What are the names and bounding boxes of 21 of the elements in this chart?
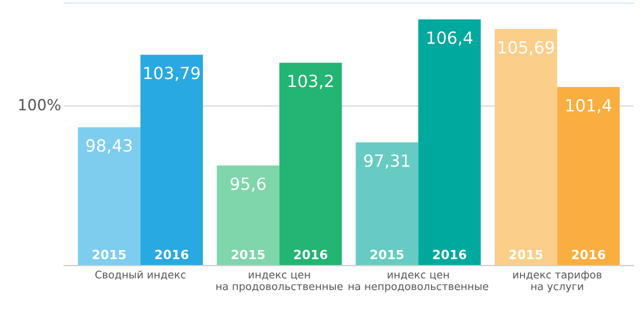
x-tick-label: индекс тарифов на услуги [513,270,602,292]
data-label: 105,69 [498,40,554,56]
text: 2016 [433,250,466,260]
data-label: 95,6 [230,177,266,192]
data-label: 98,43 [86,139,132,154]
x-tick-label: индекс цен на продовольственные [216,272,343,292]
data-label: 103,2 [288,74,333,89]
text: 2015 [232,250,265,260]
text: 2016 [294,250,328,260]
ref-line-label: 100% [19,98,60,110]
text: 2015 [510,250,542,260]
data-label: 101,4 [566,99,612,114]
data-label: 97,31 [364,154,410,169]
x-tick-label: индекс цен на непродовольственные [348,272,488,292]
x-tick-label: Сводный индекс [95,270,186,280]
series-label: 2016 [155,250,188,260]
data-label: 106,4 [427,31,472,46]
series-label: 2015 [92,250,126,260]
text: 2016 [572,250,606,260]
data-label: 103,79 [144,66,200,81]
text: 2015 [370,250,404,260]
